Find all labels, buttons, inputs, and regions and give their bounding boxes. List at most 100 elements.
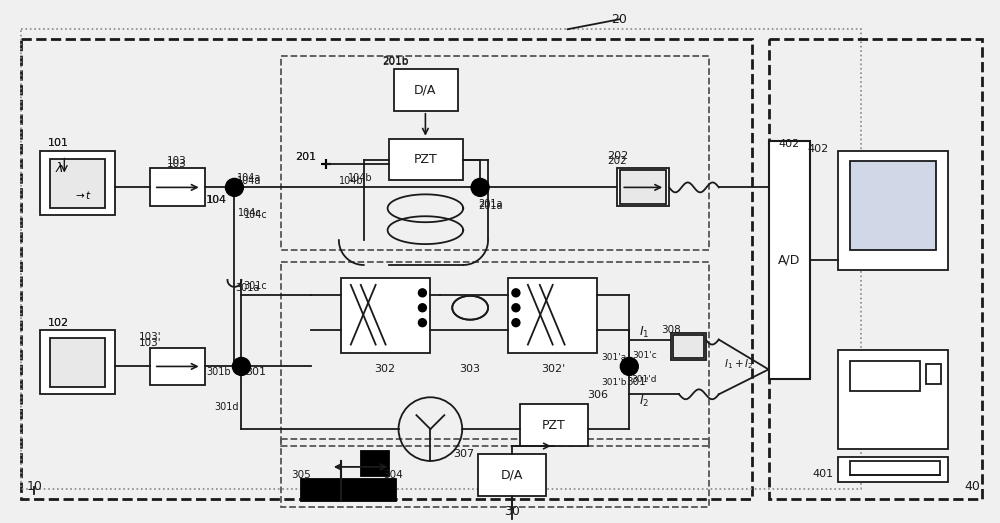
Text: 104c: 104c <box>237 208 261 218</box>
Text: 301b: 301b <box>207 368 231 378</box>
Text: 104: 104 <box>207 195 226 206</box>
Bar <box>50 337 105 388</box>
Text: 103': 103' <box>139 332 161 342</box>
Text: 301'b: 301'b <box>602 378 627 387</box>
Circle shape <box>620 358 638 376</box>
Bar <box>150 168 205 206</box>
Text: 301: 301 <box>245 368 266 378</box>
Text: $I_2$: $I_2$ <box>639 394 649 409</box>
Bar <box>21 39 752 499</box>
Text: 201b: 201b <box>382 56 409 66</box>
Bar <box>281 56 709 250</box>
Text: 104c: 104c <box>244 210 268 220</box>
Bar <box>850 461 940 475</box>
Bar <box>926 365 941 384</box>
Bar <box>838 349 948 449</box>
Circle shape <box>418 304 426 312</box>
Bar <box>838 151 948 270</box>
Text: 201: 201 <box>295 152 317 162</box>
Text: 303: 303 <box>460 365 481 374</box>
Text: 104a: 104a <box>237 176 262 186</box>
Text: 301'c: 301'c <box>632 351 657 360</box>
Bar <box>617 168 669 206</box>
Circle shape <box>225 178 243 196</box>
Text: PZT: PZT <box>542 418 566 431</box>
Text: 40: 40 <box>965 480 980 493</box>
Bar <box>50 158 105 208</box>
Text: $\lambda$: $\lambda$ <box>55 162 64 176</box>
Text: 301'a: 301'a <box>602 353 627 362</box>
Text: 301a: 301a <box>235 283 260 293</box>
Text: $I_1$: $I_1$ <box>639 325 649 340</box>
Text: 201a: 201a <box>478 201 502 211</box>
Text: 307: 307 <box>454 449 475 459</box>
Text: 201b: 201b <box>382 57 409 67</box>
Bar <box>850 161 936 250</box>
Text: 402: 402 <box>779 139 800 149</box>
Text: 103': 103' <box>139 337 161 348</box>
Bar <box>478 454 546 496</box>
Bar <box>508 278 597 353</box>
Text: 102: 102 <box>48 317 69 328</box>
Circle shape <box>418 319 426 327</box>
Text: 101: 101 <box>48 138 69 147</box>
Circle shape <box>232 358 250 376</box>
Text: 301d: 301d <box>214 402 239 412</box>
Text: 301'd: 301'd <box>631 375 657 384</box>
Bar <box>281 439 709 507</box>
Bar <box>671 333 706 360</box>
Text: A/D: A/D <box>778 254 801 267</box>
Text: 103: 103 <box>167 158 187 168</box>
Text: 10: 10 <box>27 480 42 493</box>
Bar <box>21 29 861 489</box>
Text: 20: 20 <box>611 13 627 26</box>
Text: 101: 101 <box>48 138 69 147</box>
Bar <box>281 262 709 446</box>
Text: 306: 306 <box>587 390 608 400</box>
Text: 302: 302 <box>374 365 395 374</box>
Circle shape <box>512 319 520 327</box>
Bar <box>361 451 389 476</box>
Text: 305: 305 <box>291 470 311 480</box>
Bar <box>341 278 430 353</box>
Bar <box>850 361 920 391</box>
Circle shape <box>418 289 426 297</box>
Circle shape <box>512 289 520 297</box>
Text: 201a: 201a <box>478 199 502 209</box>
Text: 104b: 104b <box>338 176 363 186</box>
Bar <box>673 335 704 358</box>
Text: 104: 104 <box>206 195 227 206</box>
Text: 301': 301' <box>626 378 649 388</box>
Text: 103: 103 <box>167 155 187 166</box>
Bar <box>520 404 588 446</box>
Text: $I_1+I_2$: $I_1+I_2$ <box>724 358 754 371</box>
Text: 202: 202 <box>607 155 627 166</box>
Circle shape <box>471 178 489 196</box>
Text: 202: 202 <box>607 151 628 161</box>
Text: 304: 304 <box>383 470 402 480</box>
Bar <box>394 69 458 111</box>
Bar <box>620 170 666 204</box>
Text: 104b: 104b <box>348 174 373 184</box>
Text: 301c: 301c <box>243 281 267 291</box>
Bar <box>769 141 810 379</box>
Bar <box>150 348 205 385</box>
Bar <box>769 39 982 499</box>
Text: 402: 402 <box>808 144 829 154</box>
Bar <box>389 139 463 180</box>
Text: D/A: D/A <box>501 469 523 481</box>
Text: PZT: PZT <box>414 153 437 166</box>
Bar <box>40 151 115 215</box>
Text: D/A: D/A <box>414 83 437 96</box>
Text: 104a: 104a <box>237 174 262 184</box>
Bar <box>40 329 115 394</box>
Text: $\rightarrow t$: $\rightarrow t$ <box>73 189 92 201</box>
Text: 302': 302' <box>542 365 566 374</box>
Bar <box>301 479 396 501</box>
Text: 401: 401 <box>813 469 834 479</box>
Text: 308: 308 <box>661 325 681 335</box>
Circle shape <box>512 304 520 312</box>
Text: 30: 30 <box>504 505 520 518</box>
Bar <box>838 457 948 482</box>
Text: 201: 201 <box>295 152 317 162</box>
